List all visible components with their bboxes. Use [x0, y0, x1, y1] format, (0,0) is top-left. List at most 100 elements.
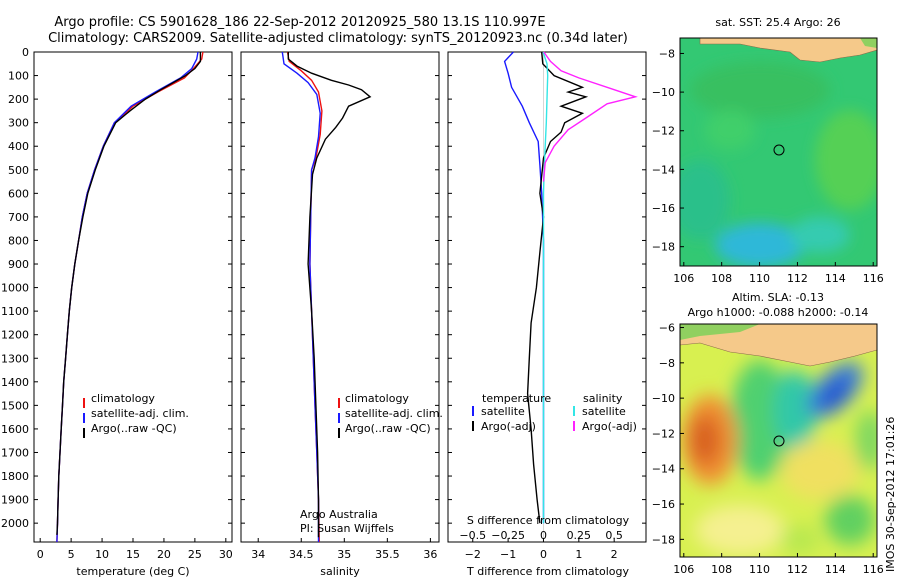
y-tick-label: 100 [8, 70, 29, 83]
x2-tick-label: −0.5 [459, 529, 486, 542]
x-tick-label: 34 [251, 548, 265, 561]
series-line-temperature-argo-adj [526, 51, 589, 524]
x-tick-label: 10 [95, 548, 109, 561]
sla-field [680, 324, 877, 557]
map-y-tick-label: −8 [659, 47, 675, 60]
difference-plot-frame [447, 51, 647, 543]
x-tick-label: 35.5 [375, 548, 400, 561]
map-x-tick-label: 116 [863, 563, 884, 576]
y-tick-label: 1100 [1, 305, 29, 318]
map-y-tick-label: −12 [652, 125, 675, 138]
sla-map-title: Altim. SLA: -0.13 [732, 291, 824, 304]
y-tick-label: 700 [8, 211, 29, 224]
x-tick-label: −1 [500, 548, 516, 561]
legend-label-climatology: climatology [91, 392, 155, 405]
y-tick-label: 1200 [1, 329, 29, 342]
map-y-tick-label: −16 [652, 202, 675, 215]
sla-map-frame [679, 323, 878, 558]
figure-title: Argo profile: CS 5901628_186 22-Sep-2012… [54, 15, 545, 30]
legend-label-climatology: climatology [345, 392, 409, 405]
sla-map-subtitle: Argo h1000: -0.088 h2000: -0.14 [688, 306, 869, 319]
y-tick-label: 1500 [1, 399, 29, 412]
timestamp: IMOS 30-Sep-2012 17:01:26 [884, 417, 897, 572]
x-tick-label: −2 [465, 548, 481, 561]
difference-legend: temperature satellite Argo(-adj) salinit… [472, 392, 637, 433]
legend-label-sal-argo: Argo(-adj) [582, 420, 637, 433]
y-tick-label: 1900 [1, 494, 29, 507]
salinity-legend: climatology satellite-adj. clim. Argo(..… [338, 392, 443, 438]
sst-map-frame [679, 37, 878, 267]
x-tick-label: 15 [126, 548, 140, 561]
map-x-tick-label: 112 [787, 272, 808, 285]
x-tick-label: 20 [157, 548, 171, 561]
legend-label-temp-satellite: satellite [481, 405, 525, 418]
map-x-tick-label: 112 [787, 563, 808, 576]
legend-label-satellite: satellite-adj. clim. [345, 407, 443, 420]
legend-label-argo: Argo(..raw -QC) [91, 422, 177, 435]
y-tick-label: 1000 [1, 282, 29, 295]
map-x-tick-label: 110 [749, 272, 770, 285]
x-tick-label: 25 [188, 548, 202, 561]
map-y-tick-label: −12 [652, 427, 675, 440]
y-tick-label: 1400 [1, 376, 29, 389]
series-line-argo-raw-qc [287, 52, 372, 538]
y-tick-label: 500 [8, 164, 29, 177]
map-y-tick-label: −18 [652, 533, 675, 546]
sst-field [680, 38, 877, 266]
legend-label-sal-satellite: satellite [582, 405, 626, 418]
x2-tick-label: 0 [540, 529, 547, 542]
legend-label-temp-argo: Argo(-adj) [481, 420, 536, 433]
y-tick-label: 400 [8, 140, 29, 153]
legend-title-temperature: temperature [482, 392, 551, 405]
argo-location-marker-sst [773, 144, 785, 156]
map-y-tick-label: −14 [652, 163, 675, 176]
y-tick-label: 0 [22, 46, 29, 59]
series-line-argo-raw-qc [56, 52, 202, 535]
map-y-tick-label: −16 [652, 498, 675, 511]
legend-title-salinity: salinity [583, 392, 623, 405]
x-tick-label: 36 [423, 548, 437, 561]
series-line-salinity-argo-adj [542, 51, 638, 182]
argo-location-marker-sla [773, 435, 785, 447]
map-y-tick-label: −6 [659, 322, 675, 335]
y-tick-label: 1600 [1, 423, 29, 436]
legend-label-argo: Argo(..raw -QC) [345, 422, 431, 435]
x-tick-label: 2 [611, 548, 618, 561]
x-tick-label: 34.5 [289, 548, 314, 561]
sst-map-title: sat. SST: 25.4 Argo: 26 [715, 16, 840, 29]
sla-map-panel: Altim. SLA: -0.13 Argo h1000: -0.088 h20… [652, 291, 884, 576]
figure-subtitle: Climatology: CARS2009. Satellite-adjuste… [48, 31, 628, 46]
difference-xlabel-temperature: T difference from climatology [466, 565, 629, 578]
map-x-tick-label: 106 [673, 563, 694, 576]
y-tick-label: 800 [8, 234, 29, 247]
difference-panel: −2 −1 0 1 2 −0.5 −0.25 0 0.25 0.5 T difference f… [447, 51, 647, 578]
x2-tick-label: −0.25 [491, 529, 525, 542]
temperature-legend: climatology satellite-adj. clim. Argo(..… [83, 392, 189, 438]
y-tick-label: 200 [8, 93, 29, 106]
x-tick-label: 35 [337, 548, 351, 561]
credit-line-1: Argo Australia [300, 508, 378, 521]
map-y-tick-label: −8 [659, 357, 675, 370]
y-tick-label: 2000 [1, 517, 29, 530]
y-tick-label: 900 [8, 258, 29, 271]
x-tick-label: 5 [68, 548, 75, 561]
map-y-tick-label: −18 [652, 241, 675, 254]
credit-line-2: PI: Susan Wijffels [300, 522, 394, 535]
legend-label-satellite: satellite-adj. clim. [91, 407, 189, 420]
sst-map-panel: sat. SST: 25.4 Argo: 26 106 108 110 112 114 1… [652, 16, 884, 285]
map-x-tick-label: 114 [825, 272, 846, 285]
y-tick-label: 1800 [1, 470, 29, 483]
map-x-tick-label: 106 [673, 272, 694, 285]
temperature-plot-frame [33, 51, 233, 543]
x-tick-label: 0 [37, 548, 44, 561]
difference-xlabel-salinity: S difference from climatology [467, 514, 630, 527]
x2-tick-label: 0.25 [567, 529, 592, 542]
y-tick-label: 1700 [1, 446, 29, 459]
x-tick-label: 1 [575, 548, 582, 561]
y-tick-label: 600 [8, 187, 29, 200]
map-x-tick-label: 116 [863, 272, 884, 285]
x-tick-label: 30 [219, 548, 233, 561]
map-y-tick-label: −10 [652, 392, 675, 405]
series-line-salinity-satellite [542, 51, 549, 524]
